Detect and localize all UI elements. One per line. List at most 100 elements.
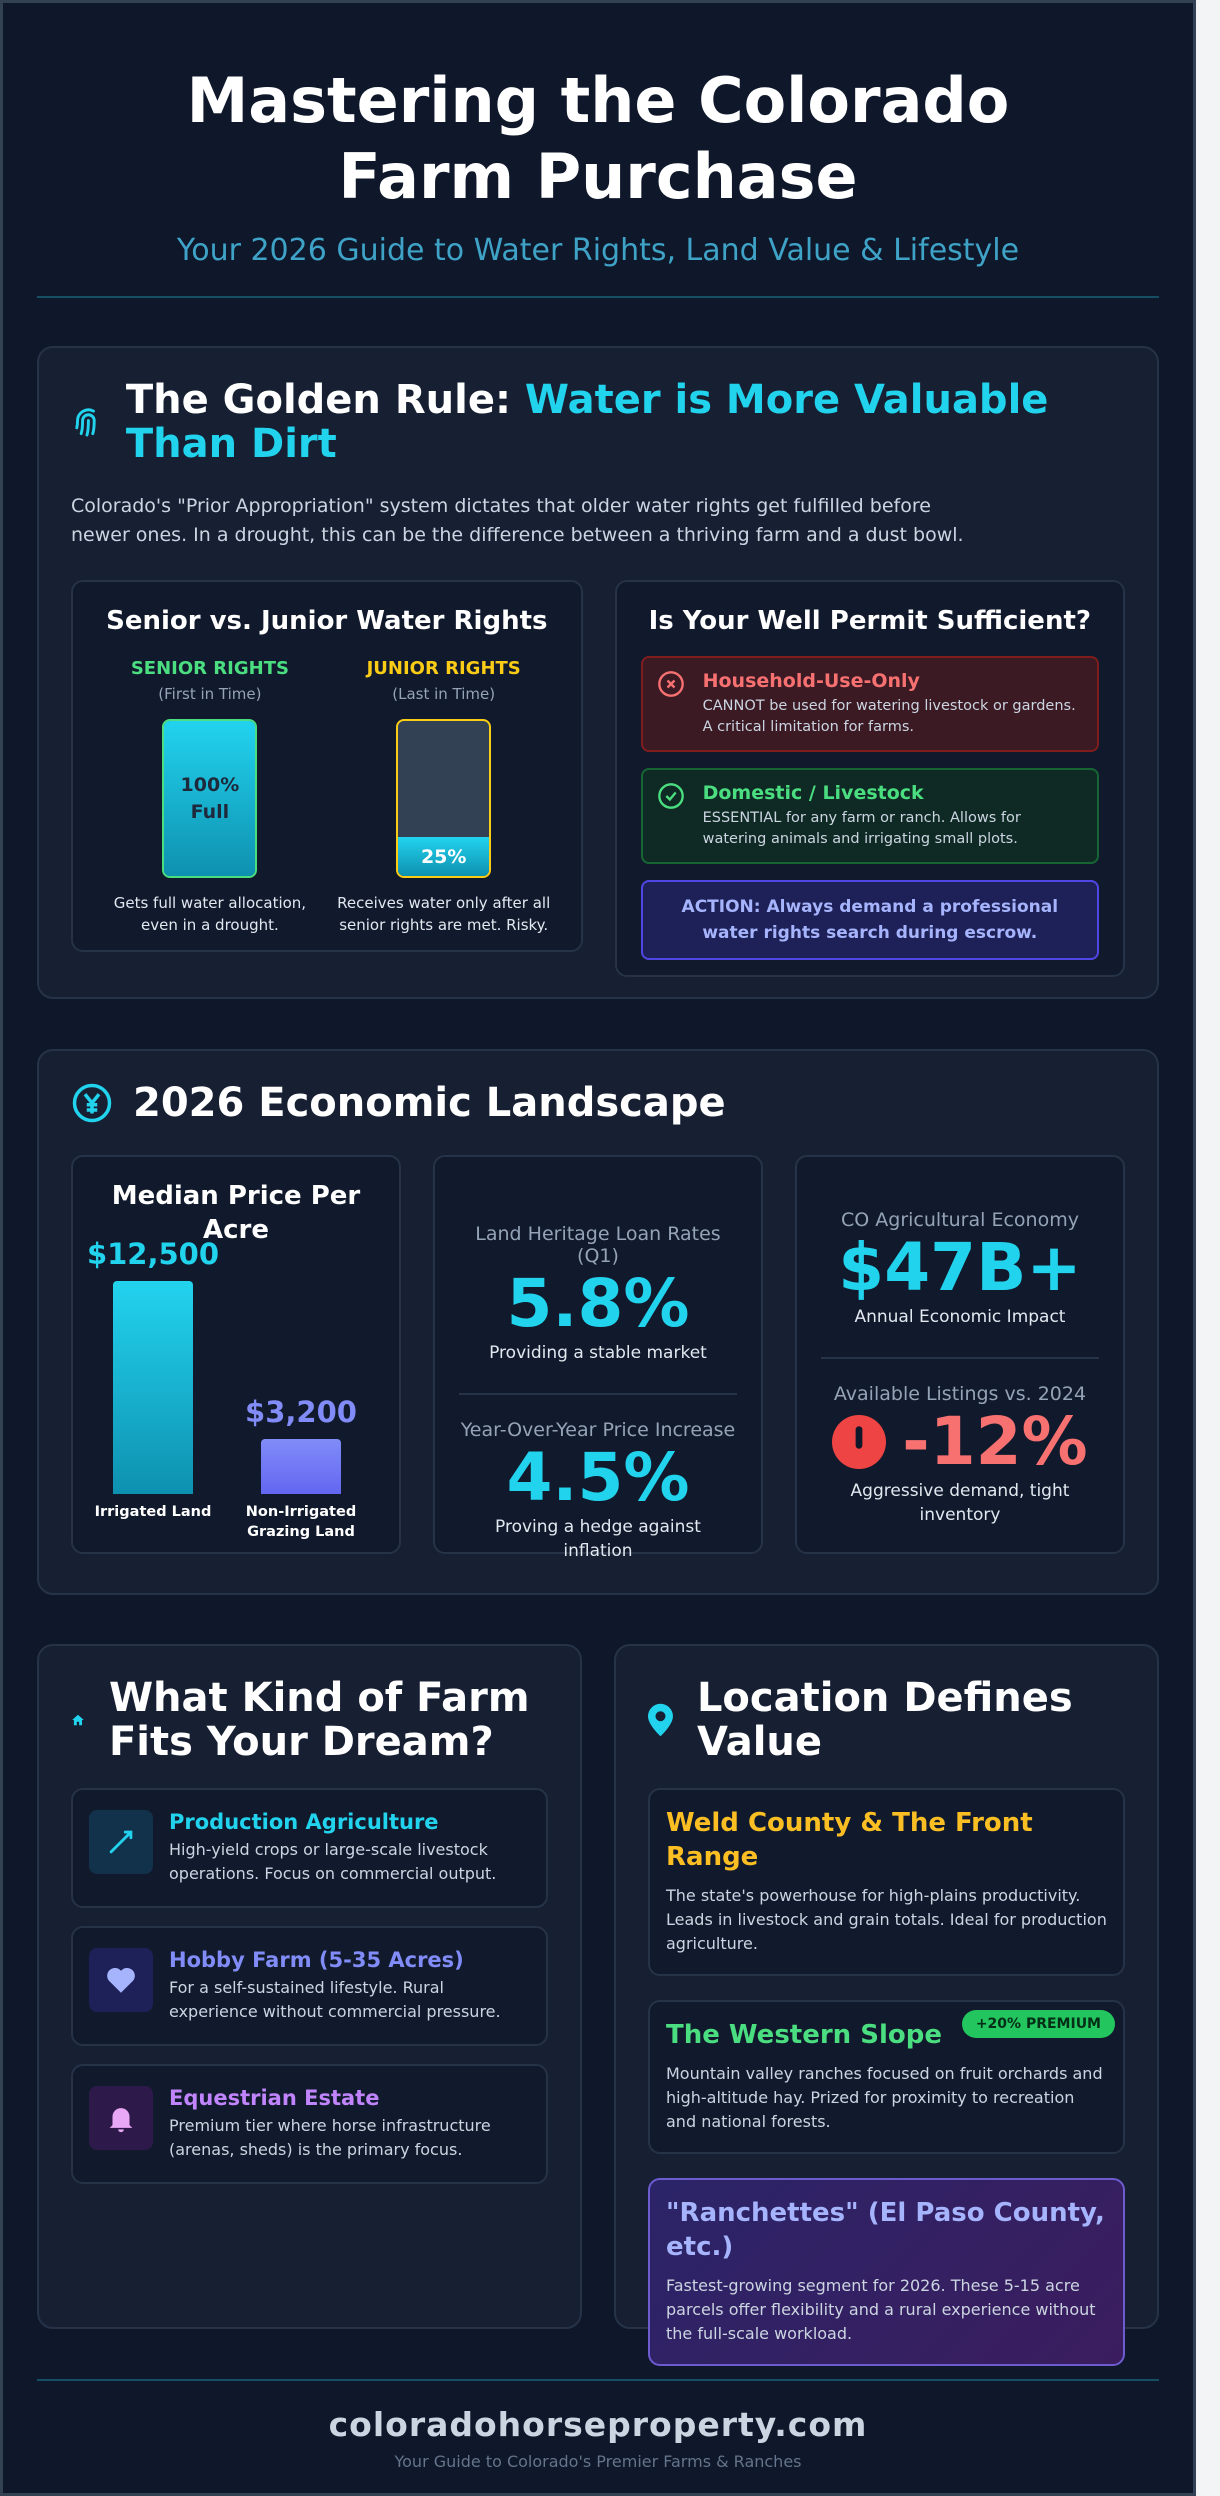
senior-column: SENIOR RIGHTS (First in Time) 100% Full … (93, 658, 327, 936)
senior-note: Gets full water allocation, even in a dr… (113, 894, 307, 934)
icon-shape (655, 1711, 666, 1722)
heading-highlight: Water is More Valuable Than Dirt (125, 377, 1049, 467)
farm-item: Production Agriculture High-yield crops o… (71, 1788, 548, 1908)
icon (89, 1948, 153, 2012)
stat-note: Providing a stable market (489, 1343, 707, 1363)
water-section: The Golden Rule: Water is More Valuable … (37, 346, 1159, 999)
subtitle: Your 2026 Guide to Water Rights, Land Va… (176, 233, 1020, 268)
location-section: Location Defines Value Weld County & The… (614, 1644, 1159, 2366)
divider (37, 296, 1159, 298)
alert-icon (832, 1415, 887, 1469)
farm-text: High-yield crops or large-scale livestoc… (169, 1840, 497, 1883)
permit-title: Is Your Well Permit Sufficient? (648, 606, 1091, 636)
rates-card: Land Heritage Loan Rates (Q1) 5.8% Provi… (432, 1155, 763, 1561)
permit-card: Is Your Well Permit Sufficient? Househol… (614, 580, 1125, 977)
home-icon (72, 1714, 84, 1726)
location-title: "Ranchettes" (El Paso County, etc.) (666, 2198, 1105, 2262)
stat-label: Land Heritage Loan Rates (Q1) (475, 1223, 721, 1267)
price-card: Median Price Per Acre $12,500 Irrigated L… (71, 1155, 401, 1554)
element: Equestrian Estate Premium tier where hors… (169, 2086, 530, 2162)
stat-note: Proving a hedge against inflation (495, 1517, 701, 1561)
price-bar (113, 1281, 193, 1494)
price-bar (261, 1439, 341, 1494)
farm-text: For a self-sustained lifestyle. Rural ex… (169, 1978, 501, 2021)
divider (37, 2379, 1159, 2381)
stat-value: 5.8% (506, 1265, 690, 1342)
currency-icon (72, 1083, 112, 1123)
location-item: +20% PREMIUM The Western Slope Mountain … (648, 2000, 1125, 2154)
section-heading: 2026 Economic Landscape (71, 1081, 1125, 1125)
location-text: Mountain valley ranches focused on fruit… (666, 2064, 1103, 2131)
junior-note: Receives water only after all senior rig… (337, 894, 551, 934)
location-title: Weld County & The Front Range (666, 1808, 1033, 1872)
farms-heading: What Kind of Farm Fits Your Dream? (108, 1675, 530, 1765)
footer-tagline: Your Guide to Colorado's Premier Farms &… (394, 2452, 802, 2471)
stat-value: $47B+ (838, 1229, 1082, 1306)
icon-shape (657, 783, 684, 809)
icon-shape (83, 1093, 101, 1114)
permit-item-title: Domestic / Livestock (702, 782, 924, 804)
stat-label: Available Listings vs. 2024 (833, 1383, 1087, 1405)
icon-shape (665, 791, 677, 802)
pin-icon (648, 1703, 673, 1737)
icon-shape (109, 2108, 133, 2133)
farms-section: What Kind of Farm Fits Your Dream? Produ… (37, 1644, 582, 2329)
element (107, 1967, 135, 1993)
rights-card: Senior vs. Junior Water Rights SENIOR RI… (71, 580, 583, 952)
economy-heading: 2026 Economic Landscape (133, 1080, 726, 1126)
location-item: Weld County & The Front Range The state'… (648, 1788, 1125, 1976)
permit-item: Household-Use-Only CANNOT be used for wat… (640, 656, 1099, 752)
senior-fill: 100% Full (164, 721, 256, 876)
ag-card: CO Agricultural Economy $47B+ Annual Eco… (794, 1155, 1125, 1554)
element: Production Agriculture High-yield crops o… (169, 1810, 530, 1886)
premium-badge: +20% PREMIUM (961, 2010, 1115, 2038)
location-title: The Western Slope (666, 2020, 942, 2050)
farm-item: Hobby Farm (5-35 Acres) For a self-sustai… (71, 1926, 548, 2046)
rights-title: Senior vs. Junior Water Rights (106, 606, 548, 636)
stat-label: CO Agricultural Economy (841, 1209, 1079, 1231)
section-heading: What Kind of Farm Fits Your Dream? (71, 1676, 548, 1764)
icon-shape (72, 1714, 84, 1726)
element: Domestic / Livestock ESSENTIAL for any fa… (703, 782, 1083, 850)
icon-shape (855, 1426, 863, 1449)
icon-shape (107, 1967, 135, 1993)
farm-text: Premium tier where horse infrastructure … (169, 2116, 491, 2159)
permit-item-title: Household-Use-Only (702, 670, 920, 692)
junior-tank: 25% (396, 719, 492, 878)
divider (458, 1393, 737, 1395)
farm-item: Equestrian Estate Premium tier where hors… (71, 2064, 548, 2184)
location-text: Fastest-growing segment for 2026. These … (666, 2276, 1096, 2343)
element: Household-Use-Only CANNOT be used for wat… (703, 670, 1083, 738)
element: Median Price Per Acre $12,500 Irrigated L… (71, 1155, 1125, 1561)
price-category: Non-Irrigated Grazing Land (245, 1504, 357, 1540)
check-icon (657, 783, 684, 809)
title: Mastering the Colorado Farm Purchase (186, 64, 1010, 213)
icon-shape (79, 413, 96, 436)
price-label: $12,500 (86, 1237, 220, 1271)
stat-value: -12% (902, 1403, 1088, 1480)
element: SENIOR RIGHTS (First in Time) 100% Full … (93, 658, 561, 936)
element: Senior vs. Junior Water Rights SENIOR RI… (71, 580, 1125, 977)
section-heading: The Golden Rule: Water is More Valuable … (71, 378, 1125, 466)
economy-section: 2026 Economic Landscape Median Price Per… (37, 1049, 1159, 1595)
location-heading: Location Defines Value (696, 1675, 1073, 1765)
icon (89, 1810, 153, 1874)
section-heading: Location Defines Value (648, 1676, 1125, 1764)
icon-shape (72, 1083, 112, 1123)
stat-note: Annual Economic Impact (854, 1307, 1066, 1327)
icon-shape (75, 408, 95, 430)
permit-item-text: ESSENTIAL for any farm or ranch. Allows … (702, 810, 1021, 847)
junior-sub: (Last in Time) (392, 685, 496, 703)
permit-item-text: CANNOT be used for watering livestock or… (702, 698, 1076, 735)
junior-fill: 25% (398, 837, 490, 876)
icon-shape (109, 1830, 133, 1854)
junior-value: 25% (420, 845, 467, 868)
heading-prefix: The Golden Rule: (125, 377, 511, 423)
element: Hobby Farm (5-35 Acres) For a self-sustai… (169, 1948, 530, 2024)
price-title: Median Price Per Acre (111, 1181, 361, 1245)
stat-label: Year-Over-Year Price Increase (460, 1419, 736, 1441)
fingerprint-icon (75, 408, 96, 437)
element (109, 1830, 133, 1854)
permit-item: Domestic / Livestock ESSENTIAL for any fa… (640, 768, 1099, 864)
